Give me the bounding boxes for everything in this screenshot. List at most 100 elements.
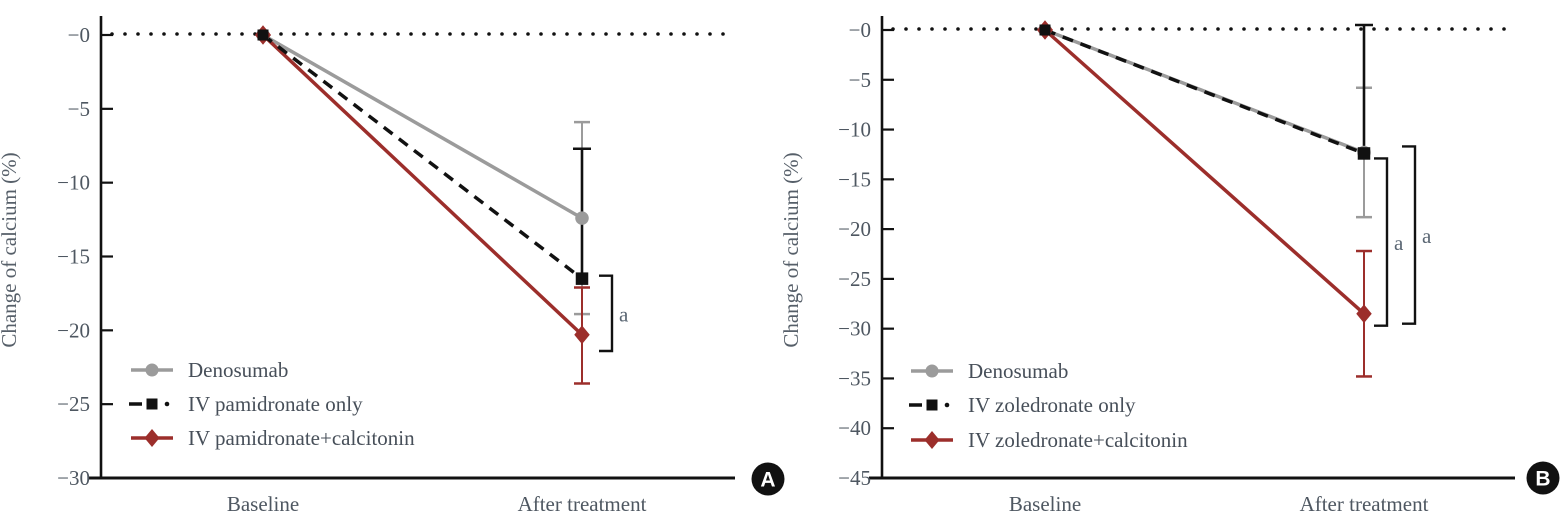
zero-line-dot <box>1372 27 1376 31</box>
significance-bracket <box>599 274 614 353</box>
zero-line-dot <box>708 32 712 36</box>
legend-item-iv-zoledronate-calcitonin: IV zoledronate+calcitonin <box>911 428 1188 452</box>
y-tick-label: −15 <box>57 245 90 269</box>
y-tick-label: −45 <box>838 466 871 490</box>
zero-line-dot <box>487 32 491 36</box>
zero-line-dot <box>982 27 986 31</box>
zero-line-dot <box>1086 27 1090 31</box>
zero-line-dot <box>656 32 660 36</box>
x-category-label: After treatment <box>518 492 647 516</box>
y-tick-label: −35 <box>838 366 871 390</box>
significance-label: a <box>619 302 629 326</box>
legend-swatch-square <box>926 399 938 411</box>
y-tick-label: −40 <box>838 416 871 440</box>
y-tick-label: −5 <box>849 68 871 92</box>
legend-label: IV zoledronate only <box>968 393 1136 417</box>
legend-item-iv-pamidronate-only: IV pamidronate only <box>129 392 363 416</box>
zero-line-dot <box>565 32 569 36</box>
legend-item-denosumab: Denosumab <box>911 359 1068 383</box>
zero-line-dot <box>1424 27 1428 31</box>
y-axis-title: Change of calcium (%) <box>0 152 21 347</box>
zero-line-dot <box>1190 27 1194 31</box>
zero-line-dot <box>500 32 504 36</box>
y-tick-label: −25 <box>838 267 871 291</box>
zero-line-dot <box>891 27 895 31</box>
legend-swatch-dot <box>944 402 950 408</box>
zero-line-dot <box>175 32 179 36</box>
x-category-label: Baseline <box>227 492 299 516</box>
zero-dotted-line <box>891 27 1506 31</box>
zero-line-dot <box>604 32 608 36</box>
legend-label: IV pamidronate only <box>188 392 363 416</box>
zero-line-dot <box>1008 27 1012 31</box>
zero-line-dot <box>1281 27 1285 31</box>
legend-swatch-circle <box>925 364 939 378</box>
zero-line-dot <box>1463 27 1467 31</box>
panel-badge-letter: A <box>760 469 775 492</box>
zero-line-dot <box>1021 27 1025 31</box>
zero-line-dot <box>136 32 140 36</box>
y-axis-title: Change of calcium (%) <box>779 152 803 347</box>
y-tick-label: −10 <box>838 118 871 142</box>
panel-badge-letter: B <box>1535 468 1550 491</box>
series-line-iv-pamidronate-only <box>261 33 584 281</box>
zero-line-dot <box>461 32 465 36</box>
zero-line-dot <box>214 32 218 36</box>
marker-baseline-iv-zoledronate-only <box>1039 24 1051 36</box>
zero-line-dot <box>422 32 426 36</box>
zero-line-dot <box>1502 27 1506 31</box>
zero-line-dot <box>1307 27 1311 31</box>
zero-line-dot <box>956 27 960 31</box>
zero-line-dot <box>1346 27 1350 31</box>
zero-line-dot <box>1112 27 1116 31</box>
zero-line-dot <box>1476 27 1480 31</box>
zero-line-dot <box>943 27 947 31</box>
zero-line-dot <box>1242 27 1246 31</box>
y-tick-label: −5 <box>68 97 90 121</box>
legend: Denosumab IV pamidronate only IV pamidrona… <box>129 358 415 450</box>
panel-badge <box>751 462 785 496</box>
significance-label: a <box>1394 231 1404 255</box>
y-tick-label: −0 <box>849 18 871 42</box>
x-category-label: After treatment <box>1300 492 1429 516</box>
legend-swatch-diamond <box>144 429 160 447</box>
zero-line-dot <box>1203 27 1207 31</box>
zero-line-dot <box>1294 27 1298 31</box>
legend-label: Denosumab <box>188 358 288 382</box>
zero-line-dot <box>474 32 478 36</box>
zero-line-dot <box>357 32 361 36</box>
y-tick-label: −30 <box>838 317 871 341</box>
zero-line-dot <box>591 32 595 36</box>
y-tick-label: −0 <box>68 23 90 47</box>
legend-label: Denosumab <box>968 359 1068 383</box>
zero-line-dot <box>513 32 517 36</box>
zero-line-dot <box>331 32 335 36</box>
zero-line-dot <box>1151 27 1155 31</box>
zero-line-dot <box>617 32 621 36</box>
legend-label: IV pamidronate+calcitonin <box>188 426 415 450</box>
series-line-denosumab <box>1044 28 1365 155</box>
zero-line-dot <box>383 32 387 36</box>
zero-line-dot <box>110 32 114 36</box>
zero-line-dot <box>396 32 400 36</box>
zero-line-dot <box>1060 27 1064 31</box>
significance-label: a <box>1422 224 1432 248</box>
zero-line-dot <box>578 32 582 36</box>
significance-bracket <box>1374 157 1389 327</box>
legend-label: IV zoledronate+calcitonin <box>968 428 1188 452</box>
zero-line-dot <box>1333 27 1337 31</box>
y-tick-label: −20 <box>838 217 871 241</box>
legend-item-iv-zoledronate-only: IV zoledronate only <box>909 393 1136 417</box>
zero-line-dot <box>227 32 231 36</box>
zero-line-dot <box>1450 27 1454 31</box>
x-category-label: Baseline <box>1009 492 1081 516</box>
zero-line-dot <box>1125 27 1129 31</box>
zero-line-dot <box>643 32 647 36</box>
zero-line-dot <box>435 32 439 36</box>
zero-line-dot <box>240 32 244 36</box>
zero-line-dot <box>1398 27 1402 31</box>
zero-line-dot <box>1411 27 1415 31</box>
zero-line-dot <box>1255 27 1259 31</box>
error-bar-iv-zoledronate-only <box>1355 23 1373 154</box>
legend-swatch-circle <box>145 363 159 377</box>
